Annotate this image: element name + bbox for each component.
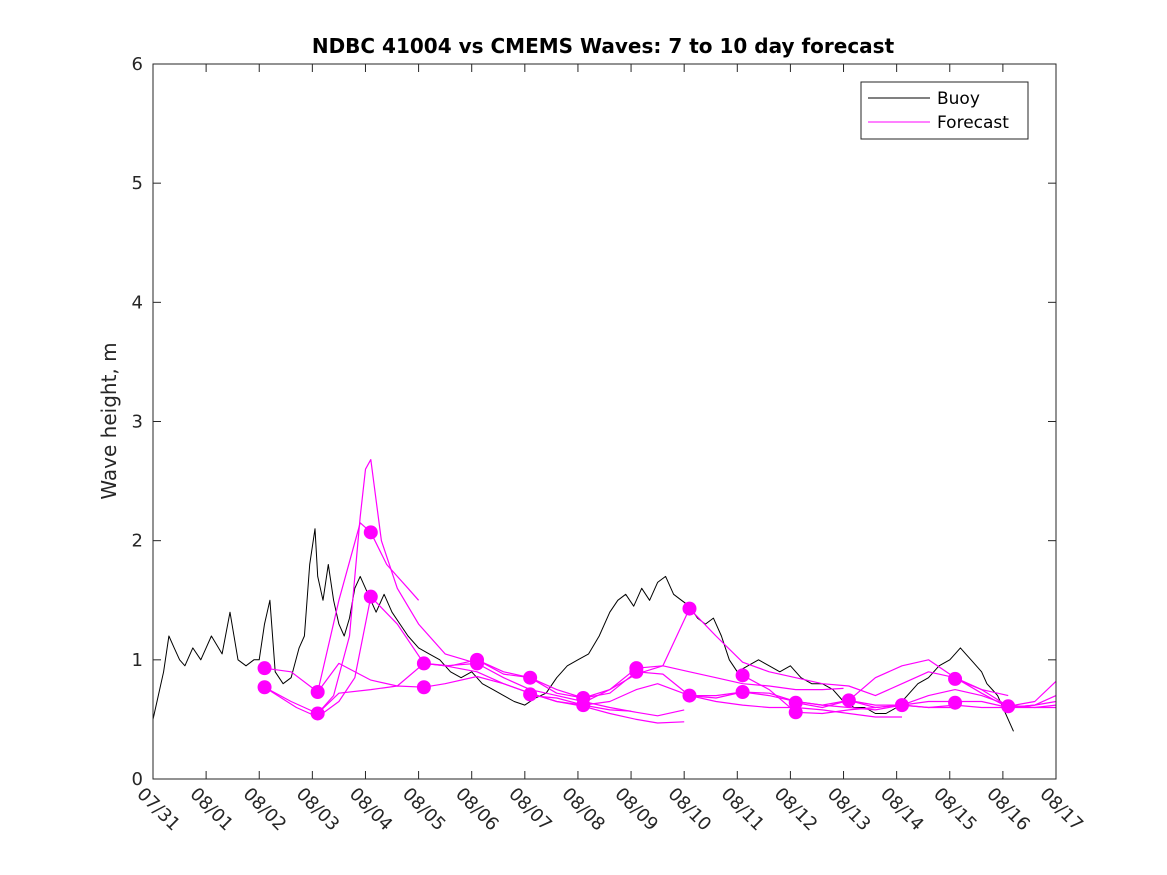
forecast-marker bbox=[310, 706, 325, 721]
x-tick-label: 08/10 bbox=[664, 784, 716, 836]
forecast-series-line-1 bbox=[264, 522, 420, 693]
legend: Buoy Forecast bbox=[860, 81, 1029, 140]
forecast-series-line-9 bbox=[583, 607, 1009, 704]
forecast-marker bbox=[523, 670, 538, 685]
forecast-marker bbox=[363, 589, 378, 604]
forecast-marker bbox=[470, 656, 485, 671]
x-tick-label: 07/31 bbox=[132, 784, 184, 836]
forecast-marker bbox=[948, 695, 963, 710]
plot-background bbox=[153, 64, 1056, 779]
forecast-marker bbox=[682, 688, 697, 703]
forecast-marker bbox=[894, 698, 909, 713]
x-tick-label: 08/06 bbox=[451, 784, 503, 836]
x-tick-label: 08/04 bbox=[345, 784, 397, 836]
forecast-series-line-12 bbox=[795, 659, 1057, 709]
x-tick-label: 08/14 bbox=[876, 784, 928, 836]
x-tick-label: 08/08 bbox=[557, 784, 609, 836]
x-tick-label: 08/12 bbox=[770, 784, 822, 836]
x-tick-label: 08/09 bbox=[611, 784, 663, 836]
x-tick-label: 08/03 bbox=[292, 784, 344, 836]
x-tick-label: 08/13 bbox=[823, 784, 875, 836]
forecast-marker bbox=[735, 668, 750, 683]
forecast-marker bbox=[1001, 699, 1016, 714]
legend-buoy-label: Buoy bbox=[937, 89, 980, 109]
forecast-marker bbox=[629, 664, 644, 679]
forecast-marker bbox=[363, 525, 378, 540]
forecast-marker bbox=[576, 698, 591, 713]
x-tick-label: 08/11 bbox=[717, 784, 769, 836]
forecast-marker bbox=[788, 705, 803, 720]
y-tick-label: 4 bbox=[132, 292, 143, 313]
y-tick-label: 2 bbox=[132, 531, 143, 552]
chart-title: NDBC 41004 vs CMEMS Waves: 7 to 10 day f… bbox=[312, 34, 895, 58]
y-tick-label: 0 bbox=[132, 769, 143, 790]
forecast-marker bbox=[310, 685, 325, 700]
forecast-marker bbox=[523, 687, 538, 702]
plot-area bbox=[153, 64, 1056, 779]
y-axis-label: Wave height, m bbox=[97, 342, 121, 499]
forecast-series-line-4 bbox=[317, 662, 685, 717]
x-tick-label: 08/05 bbox=[398, 784, 450, 836]
x-tick-label: 08/17 bbox=[1035, 784, 1087, 836]
forecast-marker bbox=[416, 656, 431, 671]
y-tick-label: 5 bbox=[132, 173, 143, 194]
x-tick-label: 08/01 bbox=[186, 784, 238, 836]
legend-forecast-label: Forecast bbox=[937, 113, 1009, 133]
forecast-marker bbox=[735, 685, 750, 700]
forecast-marker bbox=[841, 693, 856, 708]
forecast-marker bbox=[948, 671, 963, 686]
forecast-marker bbox=[257, 680, 272, 695]
y-tick-label: 6 bbox=[132, 54, 143, 75]
forecast-marker bbox=[416, 680, 431, 695]
legend-box bbox=[860, 81, 1029, 140]
forecast-marker bbox=[257, 661, 272, 676]
x-tick-label: 08/02 bbox=[239, 784, 291, 836]
y-tick-label: 1 bbox=[132, 650, 143, 671]
forecast-series-line-13 bbox=[848, 688, 1057, 709]
forecast-marker-group bbox=[257, 525, 1016, 721]
y-tick-label: 3 bbox=[132, 412, 143, 433]
forecast-marker bbox=[682, 601, 697, 616]
x-tick-label: 08/07 bbox=[504, 784, 556, 836]
x-tick-label: 08/16 bbox=[982, 784, 1034, 836]
forecast-series-line-5 bbox=[317, 675, 685, 724]
x-tick-label: 08/15 bbox=[929, 784, 981, 836]
